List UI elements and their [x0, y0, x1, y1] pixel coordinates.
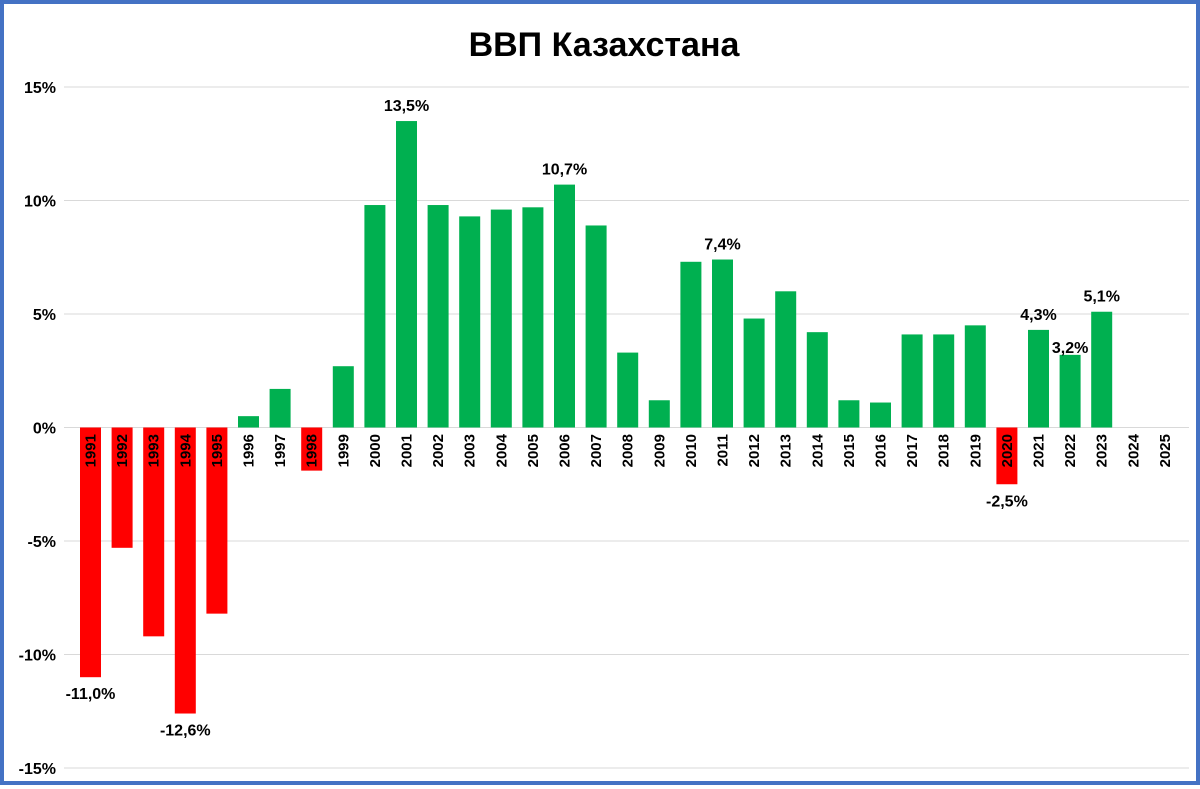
bar-1999 — [332, 366, 354, 428]
y-tick-label: -5% — [28, 534, 56, 551]
category-label-1994: 1994 — [177, 433, 194, 467]
data-label-1994: -12,6% — [160, 723, 211, 740]
bar-1996 — [238, 416, 259, 428]
category-label-2011: 2011 — [715, 434, 732, 467]
bar-2022 — [1059, 354, 1081, 428]
bars — [80, 121, 1113, 714]
category-label-2025: 2025 — [1157, 434, 1174, 467]
bar-2023 — [1091, 311, 1113, 428]
category-label-2021: 2021 — [1031, 434, 1048, 467]
category-label-2003: 2003 — [462, 434, 479, 467]
category-label-1999: 1999 — [335, 434, 352, 467]
y-tick-label: 15% — [24, 80, 56, 97]
bar-2013 — [775, 291, 797, 428]
y-tick-label: -10% — [19, 648, 56, 665]
category-label-2022: 2022 — [1062, 434, 1079, 467]
bar-2018 — [933, 334, 955, 428]
category-label-2015: 2015 — [841, 434, 858, 467]
bar-2002 — [427, 205, 449, 428]
bar-2009 — [648, 400, 670, 428]
category-label-2006: 2006 — [557, 434, 574, 467]
bar-2003 — [459, 216, 481, 428]
bar-2020 — [996, 427, 1018, 485]
data-label-2021: 4,3% — [1020, 307, 1056, 324]
category-label-1991: 1991 — [83, 434, 100, 467]
bar-2008 — [617, 352, 639, 428]
category-label-2007: 2007 — [588, 434, 605, 467]
category-label-2016: 2016 — [873, 434, 890, 467]
category-label-2017: 2017 — [904, 434, 921, 467]
gdp-bar-chart: 15%10%5%0%-5%-10%-15% 1991 1992 1993 1994 19… — [19, 26, 1189, 778]
category-label-2004: 2004 — [493, 433, 510, 467]
category-label-2020: 2020 — [999, 434, 1016, 467]
category-label-2013: 2013 — [778, 434, 795, 467]
category-label-2005: 2005 — [525, 434, 542, 467]
bar-1995 — [206, 427, 228, 614]
bar-1993 — [143, 427, 165, 637]
category-label-1995: 1995 — [209, 434, 226, 467]
bar-2015 — [838, 400, 860, 428]
bar-1997 — [269, 388, 291, 428]
bar-1998 — [301, 427, 323, 471]
bar-2001 — [396, 121, 417, 428]
bar-2021 — [1028, 329, 1049, 428]
bar-2007 — [585, 225, 607, 428]
chart-title: ВВП Казахстана — [469, 26, 741, 64]
category-label-2018: 2018 — [936, 434, 953, 467]
category-label-1998: 1998 — [304, 434, 321, 467]
data-label-1991: -11,0% — [66, 686, 116, 703]
category-labels: 1991 1992 1993 1994 1995 1996 1997 1998 1999 2000… — [83, 433, 1174, 467]
category-label-1996: 1996 — [241, 434, 258, 467]
bar-2014 — [806, 332, 828, 428]
bar-1991 — [80, 427, 101, 678]
category-label-1993: 1993 — [146, 434, 163, 467]
bar-2010 — [680, 261, 702, 428]
bar-2004 — [490, 209, 512, 428]
category-label-1992: 1992 — [114, 434, 131, 467]
bar-2012 — [743, 318, 765, 428]
y-axis-ticks: 15% 10% 5% 0% -5% -10% -15% — [19, 80, 56, 778]
category-label-2023: 2023 — [1094, 434, 1111, 467]
data-label-2006: 10,7% — [542, 162, 587, 179]
category-label-2012: 2012 — [746, 434, 763, 467]
data-label-2011: 7,4% — [704, 237, 740, 254]
bar-2005 — [522, 207, 544, 428]
data-label-2020: -2,5% — [986, 493, 1028, 510]
data-labels: -11,0% -12,6% 13,5% 10,7% 7,4% -2,5% 4,3% 3,2% 5… — [66, 98, 1120, 739]
bar-2019 — [964, 325, 986, 428]
bar-2017 — [901, 334, 923, 428]
category-label-2000: 2000 — [367, 434, 384, 467]
y-tick-label: 10% — [24, 194, 56, 211]
bar-2006 — [554, 184, 575, 428]
bar-2000 — [364, 205, 386, 428]
bar-2011 — [712, 259, 733, 428]
category-label-2001: 2001 — [399, 434, 416, 467]
data-label-2022: 3,2% — [1052, 340, 1088, 357]
category-label-2014: 2014 — [809, 433, 826, 467]
category-label-2008: 2008 — [620, 434, 637, 467]
y-tick-label: 5% — [33, 307, 56, 324]
data-label-2023: 5,1% — [1083, 289, 1119, 306]
category-label-2019: 2019 — [967, 434, 984, 467]
bar-2016 — [870, 402, 891, 428]
data-label-2001: 13,5% — [384, 98, 429, 115]
category-label-2010: 2010 — [683, 434, 700, 467]
category-label-2024: 2024 — [1125, 433, 1142, 467]
bar-1994 — [174, 427, 196, 714]
bar-1992 — [111, 427, 133, 548]
category-label-1997: 1997 — [272, 434, 289, 467]
y-tick-label: -15% — [19, 761, 56, 778]
y-tick-label: 0% — [33, 421, 56, 438]
category-label-2002: 2002 — [430, 434, 447, 467]
category-label-2009: 2009 — [651, 434, 668, 467]
